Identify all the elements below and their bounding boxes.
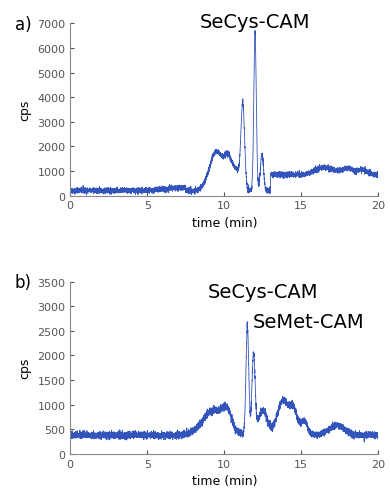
Text: a): a) bbox=[15, 16, 31, 34]
Text: b): b) bbox=[15, 273, 32, 291]
Y-axis label: cps: cps bbox=[19, 100, 32, 121]
Text: SeMet-CAM: SeMet-CAM bbox=[253, 312, 365, 331]
Y-axis label: cps: cps bbox=[19, 357, 32, 379]
X-axis label: time (min): time (min) bbox=[191, 474, 257, 487]
Text: SeCys-CAM: SeCys-CAM bbox=[207, 283, 318, 302]
X-axis label: time (min): time (min) bbox=[191, 217, 257, 229]
Text: SeCys-CAM: SeCys-CAM bbox=[200, 13, 310, 32]
